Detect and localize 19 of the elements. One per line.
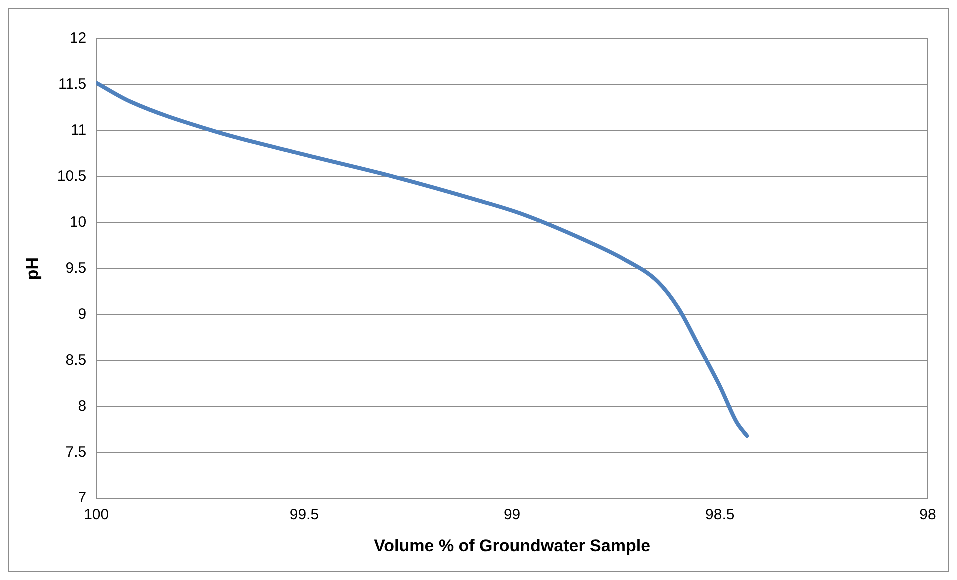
y-tick-label: 10: [70, 214, 87, 231]
y-tick-label: 8.5: [66, 352, 87, 369]
y-tick-label: 11.5: [58, 76, 87, 94]
y-tick-label: 7.5: [66, 444, 87, 461]
line-series: [96, 81, 750, 438]
x-tick-label: 100: [84, 506, 110, 524]
x-tick-label: 99.5: [290, 506, 320, 524]
y-axis-title: pH: [22, 257, 42, 280]
y-tick-label: 12: [70, 30, 87, 48]
x-tick-label: 98.5: [706, 506, 735, 524]
y-tick-label: 8: [78, 398, 87, 415]
y-tick-label: 10.5: [57, 168, 87, 186]
y-tick-label: 9: [78, 306, 87, 323]
y-tick-label: 9.5: [66, 260, 87, 277]
x-axis-title: Volume % of Groundwater Sample: [374, 536, 651, 556]
x-tick-label: 99: [504, 506, 521, 524]
y-tick-label: 7: [78, 490, 87, 507]
x-tick-label: 98: [920, 506, 936, 524]
y-tick-label: 11: [71, 122, 87, 140]
